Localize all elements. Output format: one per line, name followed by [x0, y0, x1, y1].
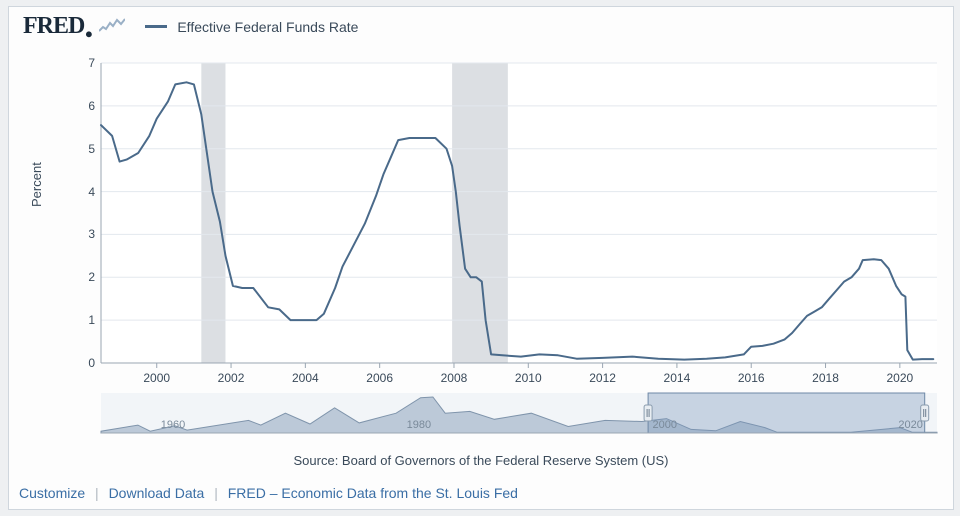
- x-tick: 2004: [285, 371, 325, 385]
- x-tick: 2006: [360, 371, 400, 385]
- y-tick: 3: [71, 227, 95, 241]
- x-tick: 2000: [137, 371, 177, 385]
- x-tick: 2014: [657, 371, 697, 385]
- navigator-tick: 2000: [653, 419, 677, 431]
- y-tick: 5: [71, 142, 95, 156]
- x-tick: 2016: [731, 371, 771, 385]
- x-tick: 2018: [806, 371, 846, 385]
- y-tick: 2: [71, 270, 95, 284]
- y-tick: 4: [71, 185, 95, 199]
- x-tick: 2012: [583, 371, 623, 385]
- navigator-tick: 2020: [898, 419, 922, 431]
- y-tick: 0: [71, 356, 95, 370]
- chart-card: FRED. Effective Federal Funds Rate Perce…: [8, 6, 954, 510]
- x-tick: 2010: [508, 371, 548, 385]
- navigator-tick: 1980: [407, 419, 431, 431]
- x-tick: 2020: [880, 371, 920, 385]
- tagline-link[interactable]: FRED – Economic Data from the St. Louis …: [228, 485, 518, 501]
- download-link[interactable]: Download Data: [109, 485, 205, 501]
- customize-link[interactable]: Customize: [19, 485, 85, 501]
- footer-links: Customize | Download Data | FRED – Econo…: [19, 485, 518, 501]
- y-tick: 1: [71, 313, 95, 327]
- y-tick: 7: [71, 56, 95, 70]
- x-tick: 2008: [434, 371, 474, 385]
- navigator-tick: 1960: [161, 419, 185, 431]
- x-tick: 2002: [211, 371, 251, 385]
- y-tick: 6: [71, 99, 95, 113]
- source-text: Source: Board of Governors of the Federa…: [9, 453, 953, 468]
- main-chart[interactable]: [9, 7, 953, 509]
